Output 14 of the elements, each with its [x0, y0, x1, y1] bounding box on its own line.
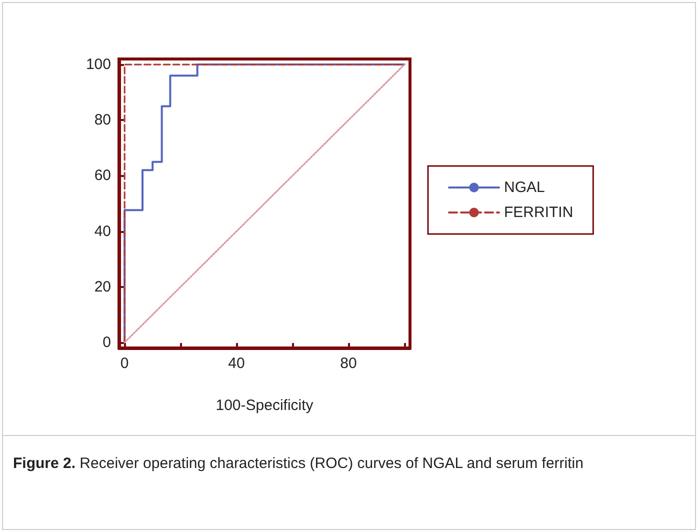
x-tick-label: 80 [340, 355, 357, 372]
y-tick-label: 40 [94, 222, 111, 240]
x-tick-label: 0 [120, 355, 129, 372]
y-tick-label: 80 [94, 112, 111, 129]
line-series [124, 64, 406, 344]
y-tick-label: 20 [94, 278, 111, 296]
legend-label: FERRITIN [504, 204, 574, 221]
y-tick-label: 60 [94, 167, 111, 184]
caption: Figure 2. Receiver operating characteristics (ROC) curves of NGAL and serum ferritin [13, 454, 584, 474]
y-tick-label: 100 [86, 56, 111, 74]
x-axis-title: 100-Specificity [216, 397, 314, 414]
y-tick-label: 0 [102, 334, 111, 351]
legend-label: NGAL [504, 179, 545, 196]
x-tick-label: 40 [228, 355, 245, 372]
